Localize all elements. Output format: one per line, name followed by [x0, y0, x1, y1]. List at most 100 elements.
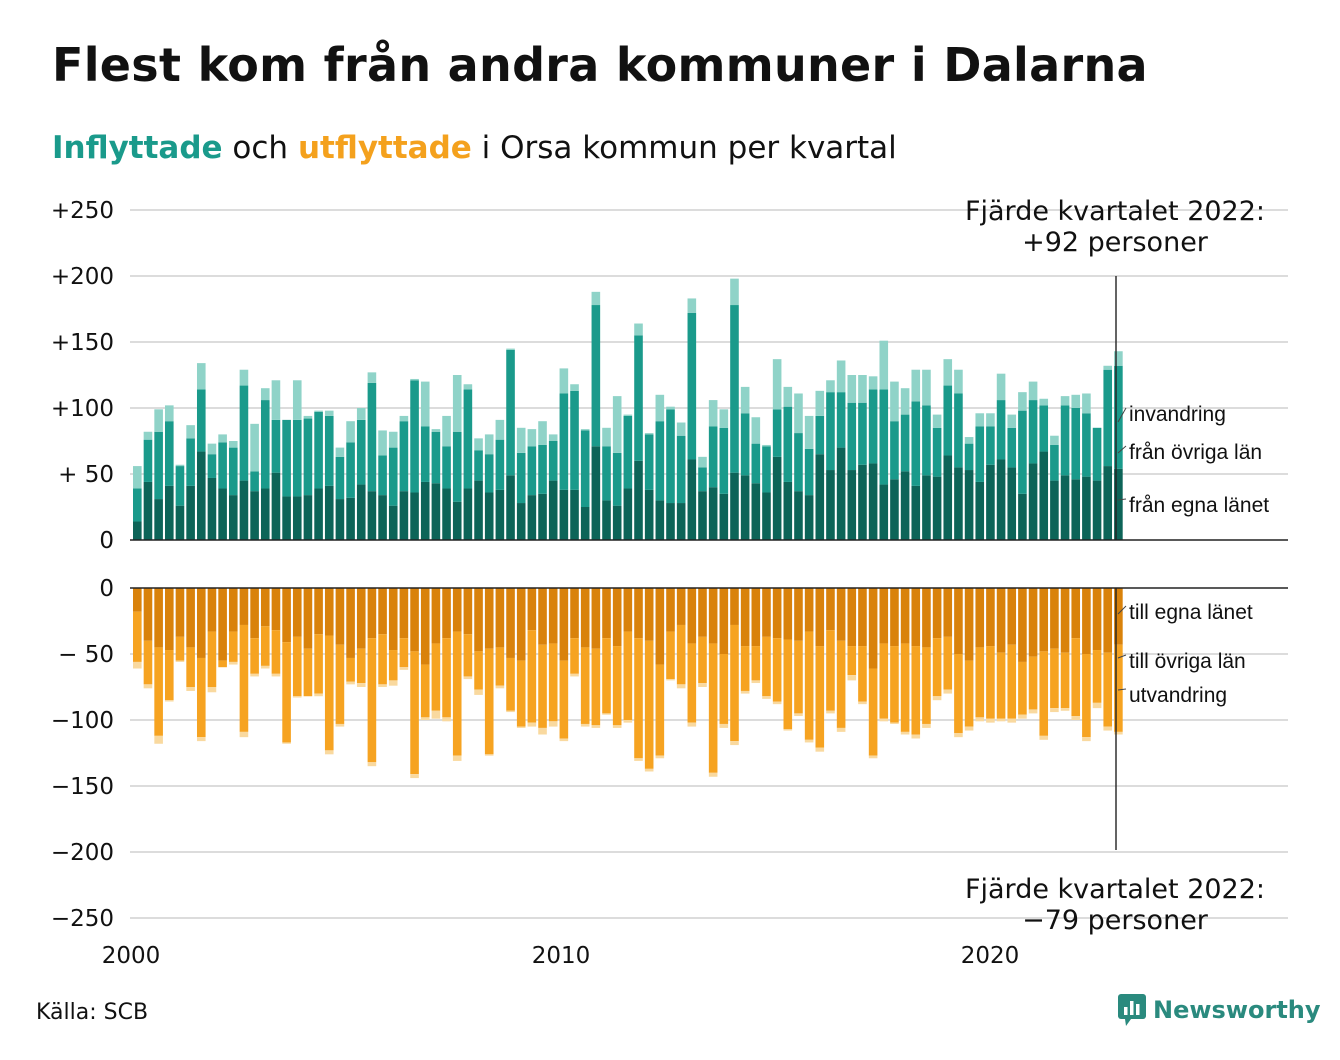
- bar-segment-out: [228, 661, 238, 665]
- bar-segment-in: [815, 390, 825, 416]
- bar-segment-in: [538, 444, 547, 494]
- bar-segment-in: [346, 497, 355, 540]
- bar-segment-out: [399, 667, 409, 670]
- bar-segment-out: [591, 588, 601, 649]
- bar-segment-in: [612, 396, 622, 453]
- bar-segment-out: [836, 588, 846, 641]
- bar-segment-out: [356, 648, 366, 684]
- x-tick-label: 2020: [961, 943, 1020, 969]
- bar-segment-out: [175, 660, 185, 662]
- bar-segment-in: [303, 415, 313, 419]
- bar-segment-in: [975, 426, 985, 482]
- end-label-leader: [1117, 654, 1127, 659]
- bar-segment-out: [356, 588, 366, 649]
- bar-segment-in: [420, 481, 430, 540]
- bar-segment-out: [442, 588, 451, 639]
- bar-segment-in: [399, 421, 409, 492]
- y-tick-label-bottom: −250: [51, 906, 114, 932]
- bar-segment-out: [1103, 652, 1113, 727]
- bar-segment-in: [900, 414, 910, 472]
- bar-segment-in: [698, 467, 707, 492]
- bar-segment-out: [676, 684, 686, 689]
- bar-segment-in: [388, 505, 398, 540]
- bar-segment-out: [954, 588, 963, 654]
- bar-segment-out: [794, 713, 803, 717]
- bar-segment-in: [783, 481, 793, 540]
- bar-segment-out: [772, 701, 782, 705]
- bar-segment-in: [463, 384, 473, 390]
- bar-segment-out: [666, 679, 675, 681]
- bar-segment-in: [452, 431, 462, 502]
- bar-segment-out: [356, 683, 366, 687]
- bar-segment-in: [932, 476, 942, 540]
- bar-segment-out: [847, 588, 857, 647]
- bar-segment-in: [954, 393, 963, 468]
- bar-segment-in: [260, 400, 270, 489]
- bar-segment-in: [1007, 414, 1017, 428]
- bar-segment-out: [900, 643, 910, 732]
- bar-segment-in: [964, 470, 974, 540]
- bar-segment-in: [164, 421, 174, 486]
- bar-segment-in: [719, 427, 729, 494]
- bar-segment-in: [612, 452, 622, 506]
- bar-segment-in: [218, 434, 227, 443]
- bar-segment-out: [442, 638, 451, 718]
- bar-segment-out: [698, 636, 707, 684]
- bar-segment-out: [314, 588, 323, 635]
- bar-segment-out: [399, 588, 409, 639]
- bar-segment-out: [484, 754, 494, 756]
- bar-segment-out: [687, 643, 697, 723]
- bar-segment-out: [1071, 588, 1081, 639]
- bar-segment-in: [548, 480, 558, 540]
- bar-segment-in: [1071, 479, 1081, 540]
- bar-segment-out: [452, 588, 462, 632]
- bar-segment-in: [303, 495, 313, 540]
- bar-segment-out: [228, 631, 238, 662]
- bar-segment-in: [559, 393, 569, 490]
- bar-segment-in: [474, 438, 483, 451]
- bar-segment-in: [634, 323, 643, 336]
- bar-segment-out: [1018, 661, 1027, 715]
- bar-segment-in: [580, 430, 590, 507]
- bar-segment-out: [388, 680, 398, 686]
- bar-segment-in: [890, 479, 899, 540]
- bar-segment-in: [164, 485, 174, 540]
- bar-segment-out: [762, 636, 771, 697]
- bar-segment-in: [900, 388, 910, 415]
- bar-segment-in: [292, 496, 302, 540]
- bar-segment-out: [698, 588, 707, 637]
- bar-segment-out: [580, 588, 590, 648]
- bar-segment-in: [954, 467, 963, 540]
- bar-segment-out: [964, 660, 974, 727]
- bar-segment-out: [783, 729, 793, 731]
- bar-segment-in: [1028, 381, 1038, 401]
- bar-segment-out: [996, 588, 1006, 653]
- bar-segment-in: [175, 464, 185, 467]
- bar-segment-out: [282, 588, 291, 643]
- bar-segment-out: [420, 717, 430, 720]
- bar-segment-out: [1028, 656, 1038, 710]
- y-tick-label-top: + 50: [58, 462, 114, 488]
- bar-segment-in: [1028, 463, 1038, 540]
- y-tick-label-top: +250: [51, 198, 114, 224]
- bar-segment-in: [975, 413, 985, 427]
- bar-segment-in: [580, 507, 590, 540]
- bar-segment-in: [442, 446, 451, 489]
- bar-segment-in: [1039, 451, 1049, 540]
- bar-segment-in: [762, 444, 771, 447]
- bar-segment-in: [559, 368, 569, 394]
- bar-segment-in: [698, 456, 707, 468]
- bar-segment-in: [826, 470, 835, 540]
- bar-segment-in: [932, 414, 942, 428]
- bar-segment-out: [772, 638, 782, 702]
- bar-segment-in: [442, 488, 451, 540]
- outflow-bars: [133, 588, 1123, 779]
- y-tick-label-bottom: 0: [99, 576, 114, 602]
- bar-segment-in: [506, 349, 515, 476]
- bar-segment-out: [666, 588, 675, 632]
- brand-logo[interactable]: Newsworthy: [1117, 993, 1321, 1027]
- bar-segment-out: [452, 631, 462, 756]
- bar-segment-in: [196, 451, 206, 540]
- bar-segment-in: [719, 409, 729, 428]
